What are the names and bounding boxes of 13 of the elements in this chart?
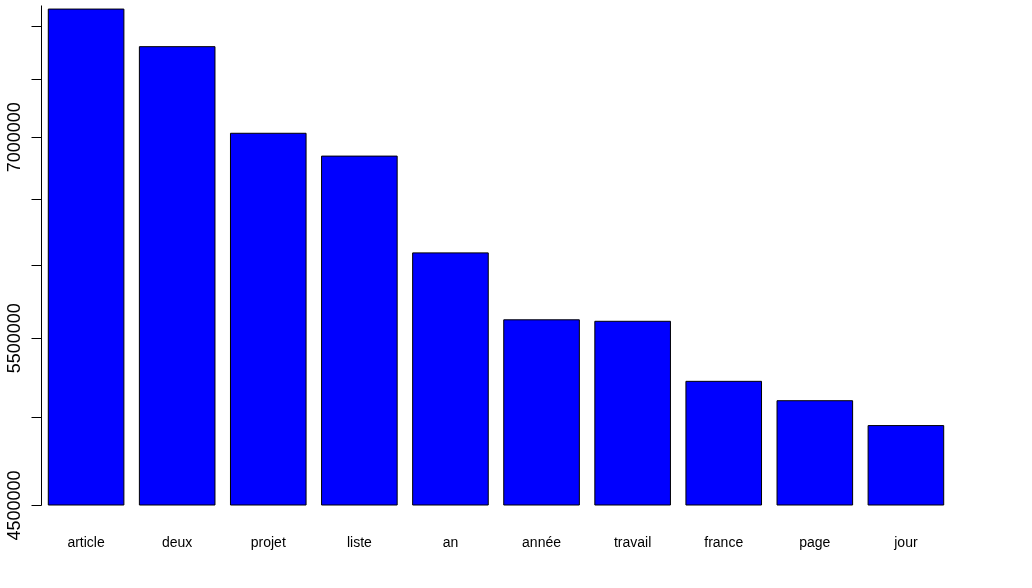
x-tick-label: travail — [613, 533, 652, 550]
x-tick-label: an — [442, 533, 459, 550]
y-tick-label: 5500000 — [3, 303, 24, 374]
x-tick-label: france — [704, 533, 744, 550]
x-tick-label: deux — [162, 533, 193, 550]
x-tick-label: article — [67, 533, 105, 550]
x-tick-label: année — [522, 533, 562, 550]
x-tick-label: jour — [893, 533, 918, 550]
x-tick-label: projet — [250, 533, 286, 550]
y-tick-label: 4500000 — [3, 470, 24, 541]
x-tick-label: page — [799, 533, 831, 550]
x-tick-label: liste — [346, 533, 373, 550]
y-tick-label: 7000000 — [3, 102, 24, 173]
